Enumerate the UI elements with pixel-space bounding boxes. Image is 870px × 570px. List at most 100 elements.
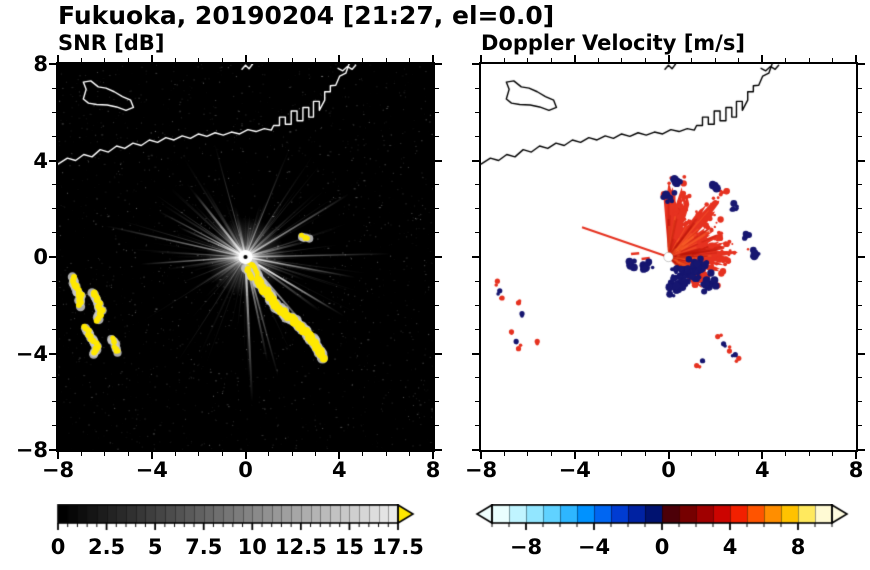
axis-tick — [858, 256, 865, 258]
axis-tick — [435, 352, 442, 355]
axis-tick — [244, 55, 247, 62]
axis-tick — [435, 449, 442, 451]
axis-tick — [644, 58, 646, 62]
axis-tick — [858, 63, 865, 65]
axis-tick — [738, 452, 740, 456]
axis-tick — [52, 232, 56, 234]
axis-tick — [52, 135, 56, 137]
axis-tick — [597, 58, 599, 62]
colorbar-tick-label: 0 — [654, 535, 670, 559]
colorbar-tick-label: 12.5 — [274, 535, 327, 559]
snr-panel-title: SNR [dB] — [58, 31, 165, 55]
axis-tick — [475, 425, 479, 427]
snr-plot-panel — [49, 55, 442, 459]
axis-tick — [244, 452, 247, 459]
axis-tick — [409, 58, 411, 62]
axis-tick — [475, 208, 479, 210]
axis-tick — [475, 184, 479, 186]
axis-tick — [435, 304, 439, 306]
x-tick-label: −8 — [41, 458, 75, 482]
axis-tick — [362, 452, 364, 456]
axis-tick — [475, 280, 479, 282]
axis-tick — [362, 58, 364, 62]
x-tick-label: 4 — [331, 458, 347, 482]
axis-tick — [667, 452, 670, 459]
axis-tick — [268, 58, 270, 62]
axis-tick — [858, 401, 862, 403]
axis-tick — [858, 352, 865, 355]
axis-tick — [475, 87, 479, 89]
axis-tick — [475, 111, 479, 113]
axis-tick — [475, 135, 479, 137]
axis-tick — [472, 159, 479, 162]
axis-tick — [714, 58, 716, 62]
x-tick-label: 8 — [848, 458, 864, 482]
axis-tick — [435, 280, 439, 282]
axis-tick — [315, 452, 317, 456]
axis-tick — [435, 111, 439, 113]
axis-tick — [858, 159, 865, 162]
axis-tick — [435, 425, 439, 427]
axis-tick — [49, 63, 56, 65]
axis-tick — [150, 55, 153, 62]
axis-tick — [435, 401, 439, 403]
axis-tick — [57, 452, 59, 459]
x-tick-label: −4 — [558, 458, 591, 482]
doppler-panel-title: Doppler Velocity [m/s] — [481, 31, 745, 55]
axis-tick — [832, 452, 834, 456]
axis-tick — [503, 452, 505, 456]
axis-tick — [808, 58, 810, 62]
axis-tick — [480, 452, 482, 459]
axis-tick — [472, 449, 479, 451]
axis-tick — [52, 111, 56, 113]
axis-tick — [573, 452, 576, 459]
axis-tick — [435, 208, 439, 210]
axis-tick — [858, 449, 865, 451]
x-tick-label: 0 — [238, 458, 253, 482]
axis-tick — [198, 452, 200, 456]
colorbar-tick-label: 7.5 — [185, 535, 223, 559]
axis-tick — [150, 452, 153, 459]
axis-tick — [80, 58, 82, 62]
axis-tick — [855, 452, 857, 459]
axis-tick — [621, 452, 623, 456]
y-tick-label: −4 — [15, 341, 48, 366]
axis-tick — [527, 58, 529, 62]
axis-tick — [127, 58, 129, 62]
axis-tick — [858, 111, 862, 113]
colorbar-tick-label: 17.5 — [372, 535, 424, 559]
axis-tick — [858, 328, 862, 330]
x-tick-label: −8 — [464, 458, 498, 482]
axis-tick — [480, 55, 482, 62]
axis-tick — [104, 58, 106, 62]
x-tick-label: 4 — [754, 458, 770, 482]
doppler-plot-canvas — [481, 64, 856, 450]
axis-tick — [435, 87, 439, 89]
axis-tick — [52, 184, 56, 186]
axis-tick — [855, 55, 857, 62]
axis-tick — [714, 452, 716, 456]
x-tick-label: −4 — [135, 458, 168, 482]
axis-tick — [785, 58, 787, 62]
axis-tick — [691, 58, 693, 62]
axis-tick — [858, 135, 862, 137]
colorbar-tick-label: 8 — [790, 535, 806, 559]
axis-tick — [57, 55, 59, 62]
axis-tick — [858, 184, 862, 186]
axis-tick — [174, 58, 176, 62]
axis-tick — [761, 55, 764, 62]
axis-tick — [268, 452, 270, 456]
axis-tick — [52, 304, 56, 306]
axis-tick — [475, 232, 479, 234]
axis-tick — [858, 425, 862, 427]
axis-tick — [550, 452, 552, 456]
x-tick-label: 8 — [425, 458, 441, 482]
axis-tick — [385, 58, 387, 62]
axis-tick — [338, 55, 341, 62]
colorbar-tick-label: −4 — [577, 535, 611, 559]
axis-tick — [832, 58, 834, 62]
axis-tick — [550, 58, 552, 62]
axis-tick — [432, 452, 434, 459]
snr-colorbar — [56, 504, 418, 534]
axis-tick — [472, 256, 479, 258]
